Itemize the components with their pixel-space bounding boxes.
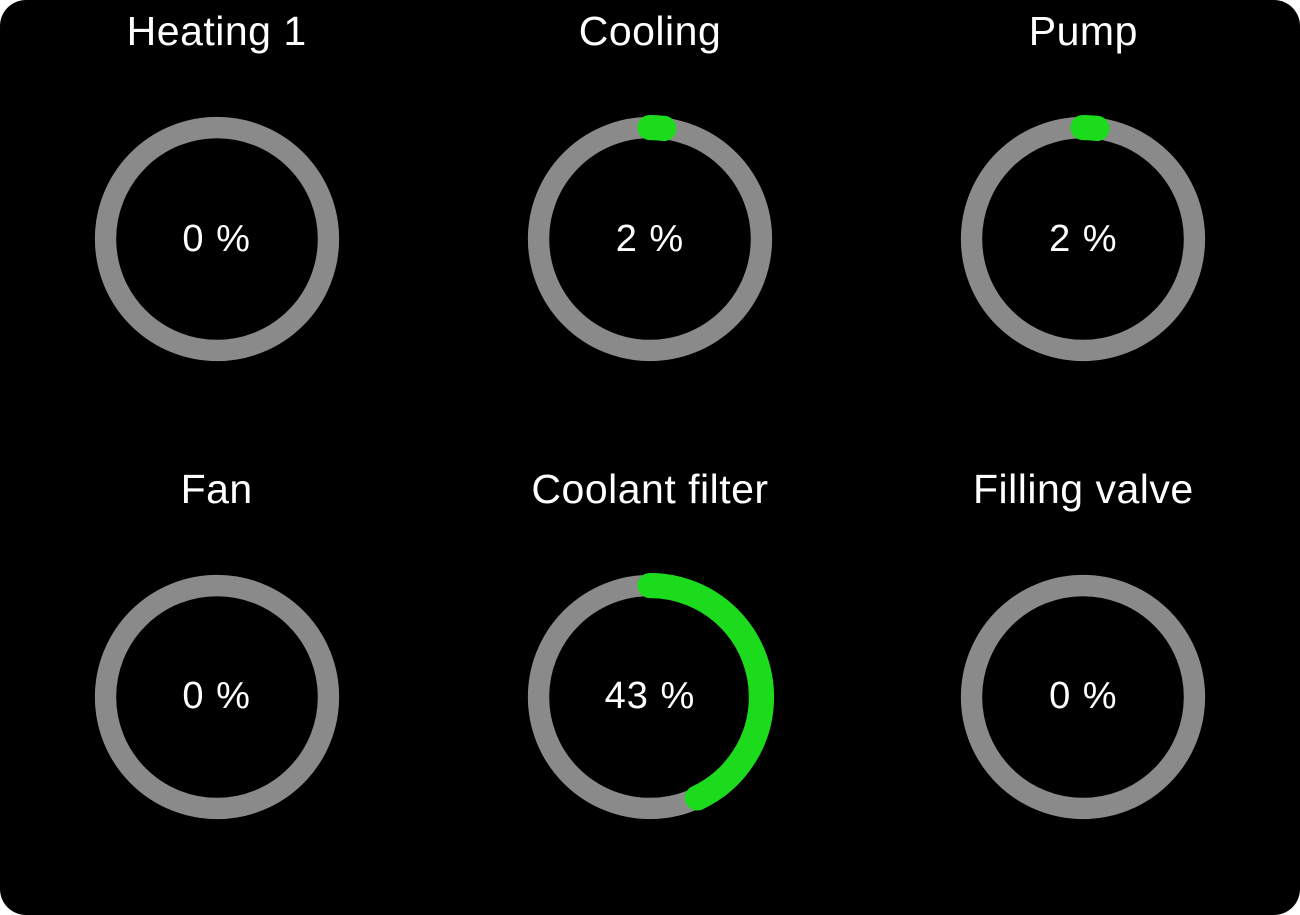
gauge-value-arc: [525, 115, 775, 364]
gauge-card-heating-1: Heating 1 0 %: [0, 0, 433, 458]
gauge-track-ring: [961, 574, 1206, 819]
gauge-title: Heating 1: [126, 8, 307, 54]
gauge-track-ring: [94, 574, 339, 819]
gauge-track-ring: [961, 117, 1206, 362]
circular-gauge: 0 %: [91, 571, 343, 823]
gauge-title: Cooling: [578, 8, 722, 54]
gauge-value-arc: [525, 572, 775, 821]
gauge-track-ring: [527, 117, 773, 362]
gauge-ring-svg: [94, 117, 339, 362]
gauge-track-ring: [94, 117, 339, 362]
gauge-title: Filling valve: [972, 465, 1194, 512]
circular-gauge: 43 %: [524, 571, 776, 823]
gauge-ring-svg: [961, 574, 1206, 819]
gauge-card-coolant-filter: Coolant filter 43 %: [433, 458, 866, 915]
gauge-title: Pump: [1028, 8, 1138, 54]
gauge-ring-svg: [525, 115, 775, 364]
gauge-value-arc: [959, 115, 1208, 364]
gauge-title: Fan: [180, 465, 253, 512]
gauge-ring-svg: [525, 572, 775, 821]
gauge-ring-svg: [94, 574, 339, 819]
gauge-card-filling-valve: Filling valve 0 %: [867, 458, 1300, 915]
gauge-card-cooling: Cooling 2 %: [433, 0, 866, 458]
circular-gauge: 0 %: [91, 113, 343, 365]
circular-gauge: 2 %: [524, 113, 776, 365]
gauge-card-fan: Fan 0 %: [0, 458, 433, 915]
gauge-title: Coolant filter: [531, 465, 769, 512]
circular-gauge: 2 %: [957, 113, 1209, 365]
gauge-card-pump: Pump 2 %: [867, 0, 1300, 458]
circular-gauge: 0 %: [957, 571, 1209, 823]
gauge-ring-svg: [959, 115, 1208, 364]
